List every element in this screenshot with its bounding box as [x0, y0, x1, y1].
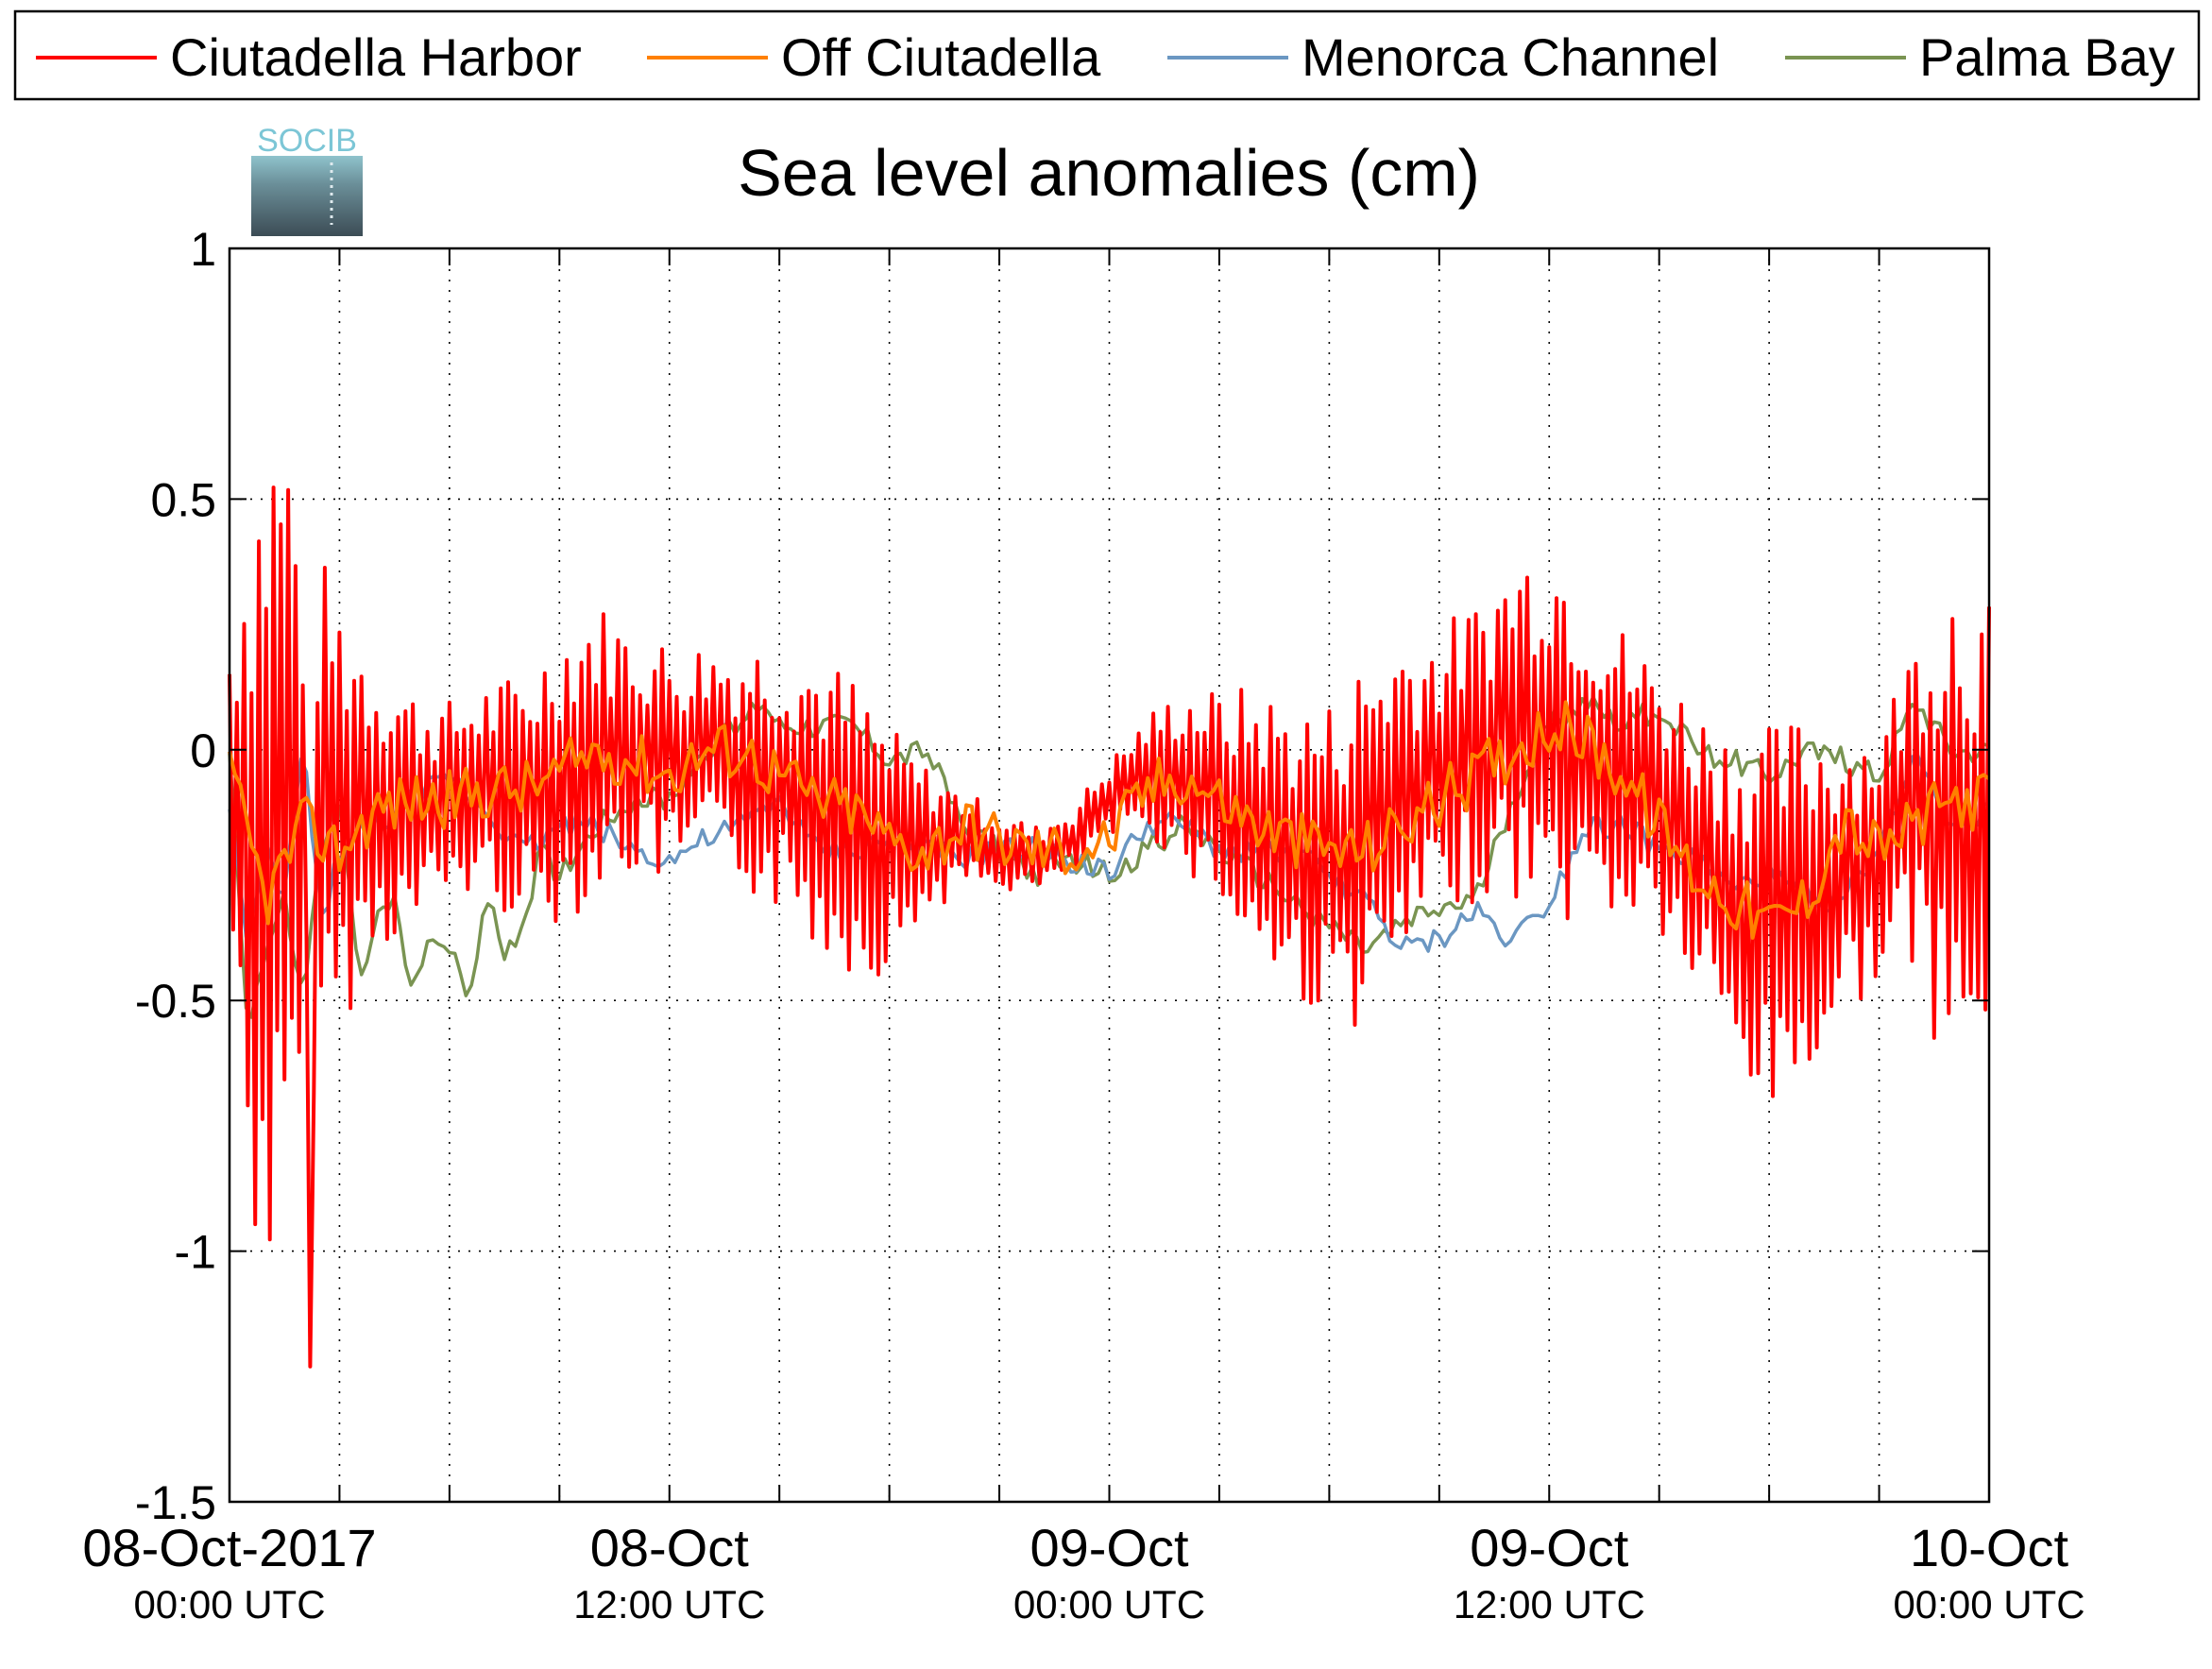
chart-title: Sea level anomalies (cm)	[738, 136, 1480, 210]
legend-label: Palma Bay	[1919, 27, 2175, 87]
x-tick-label-date: 09-Oct	[1470, 1518, 1628, 1577]
y-tick-label: 0	[190, 724, 216, 777]
x-tick-label-time: 00:00 UTC	[133, 1582, 325, 1626]
x-tick-label-time: 00:00 UTC	[1893, 1582, 2084, 1626]
x-tick-label-time: 12:00 UTC	[1454, 1582, 1645, 1626]
x-tick-label-time: 12:00 UTC	[573, 1582, 765, 1626]
x-tick-label-date: 08-Oct	[590, 1518, 749, 1577]
x-tick-label-date: 10-Oct	[1910, 1518, 2068, 1577]
series-line-ciutadella-harbor	[228, 485, 1991, 1369]
x-tick-label-date: 09-Oct	[1029, 1518, 1188, 1577]
socib-logo: SOCIB	[251, 123, 363, 236]
legend-label: Off Ciutadella	[781, 27, 1101, 87]
legend: Ciutadella Harbor Off Ciutadella Menorca C…	[13, 9, 2201, 101]
axis-ticks	[229, 247, 1990, 1503]
y-tick-label: -1	[175, 1226, 216, 1279]
y-axis-labels: -1.5 -1 -0.5 0 0.5 1	[135, 223, 216, 1529]
series-layer	[228, 485, 1991, 1369]
x-tick-label-time: 00:00 UTC	[1013, 1582, 1205, 1626]
legend-label: Ciutadella Harbor	[170, 27, 582, 87]
y-tick-label: 1	[190, 223, 216, 276]
series-line-palma-bay	[228, 695, 1990, 1019]
grid	[230, 248, 1989, 1502]
socib-logo-block	[251, 156, 363, 236]
x-axis-labels: 08-Oct-2017 00:00 UTC 08-Oct 12:00 UTC 09-Oc…	[82, 1518, 2084, 1626]
y-tick-label: -1.5	[135, 1476, 216, 1529]
y-tick-label: -0.5	[135, 975, 216, 1028]
x-tick-label-date: 08-Oct-2017	[82, 1518, 376, 1577]
legend-items: Ciutadella Harbor Off Ciutadella Menorca C…	[36, 27, 2175, 87]
y-tick-label: 0.5	[150, 473, 216, 526]
legend-label: Menorca Channel	[1302, 27, 1719, 87]
legend-box	[13, 9, 2201, 101]
socib-logo-text: SOCIB	[257, 123, 357, 159]
series-line-off-ciutadella	[228, 700, 1991, 940]
